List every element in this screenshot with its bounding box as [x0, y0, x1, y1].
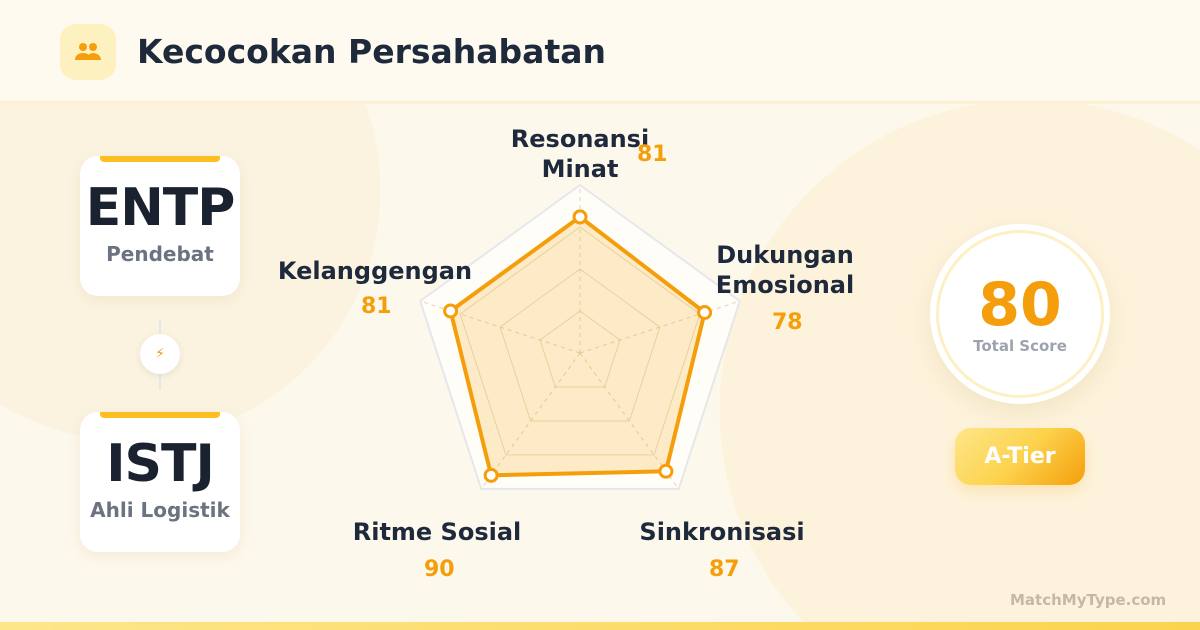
lightning-bolt-icon: ⚡ — [140, 334, 180, 374]
grid-ring — [459, 226, 701, 456]
users-icon — [60, 24, 116, 80]
total-score-circle: 80 Total Score — [930, 224, 1110, 404]
grid-spoke — [579, 300, 740, 354]
tier-badge: A-Tier — [955, 428, 1085, 485]
value-label: 87 — [709, 557, 740, 582]
data-point — [697, 305, 713, 321]
grid-ring — [539, 310, 621, 388]
axis-label: Resonansi Minat — [510, 125, 650, 183]
grid-spoke — [480, 352, 581, 490]
brand-watermark: MatchMyType.com — [1010, 591, 1167, 609]
value-label: 81 — [361, 294, 392, 319]
bottom-bar — [0, 622, 1200, 630]
header: Kecocokan Persahabatan — [0, 0, 1200, 104]
type-code: ISTJ — [106, 434, 215, 494]
axis-label: Ritme Sosial — [352, 518, 522, 546]
type-card-1: ENTP Pendebat — [80, 156, 240, 296]
type-code: ENTP — [85, 178, 236, 238]
axis-label: Dukungan Emosional — [715, 241, 855, 299]
data-point — [443, 303, 459, 319]
type-name: Ahli Logistik — [90, 498, 230, 522]
total-score-value: 80 — [978, 270, 1062, 340]
value-label: 81 — [637, 142, 668, 167]
value-label: 90 — [424, 557, 455, 582]
page-title: Kecocokan Persahabatan — [137, 32, 606, 71]
axis-label: Sinkronisasi — [639, 518, 805, 546]
data-point — [483, 467, 499, 483]
total-score-label: Total Score — [973, 337, 1067, 355]
type-card-2: ISTJ Ahli Logistik — [80, 412, 240, 552]
data-polygon — [448, 214, 707, 478]
grid-ring — [499, 268, 661, 422]
axis-label: Kelanggengan — [277, 257, 473, 285]
value-label: 78 — [772, 310, 803, 335]
data-point — [658, 463, 674, 479]
data-point — [572, 209, 588, 225]
type-name: Pendebat — [106, 242, 214, 266]
